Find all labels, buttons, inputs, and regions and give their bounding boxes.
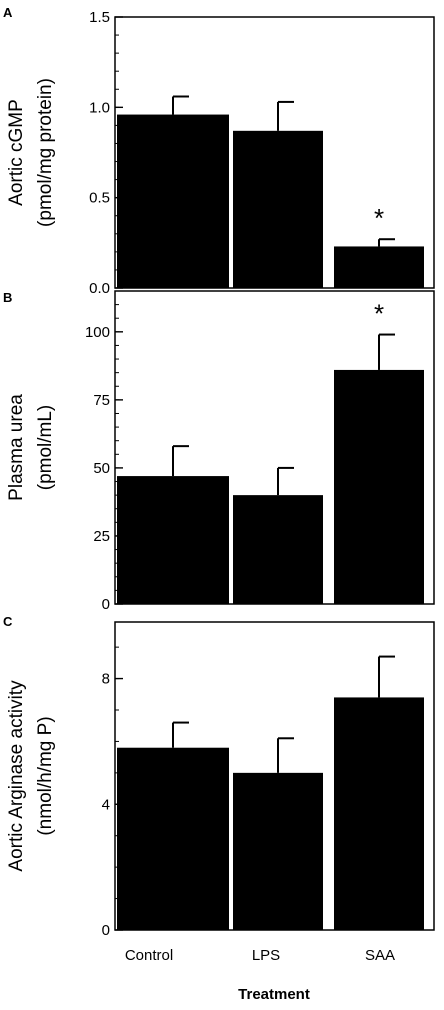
x-axis-label: Treatment (238, 986, 310, 1003)
x-tick-labels: Control LPS SAA (125, 947, 395, 964)
panels: 0.0 0.5 1.0 1.5 A Aortic cGMP (pmol/mg protein… (3, 5, 435, 939)
bar-control (117, 747, 229, 930)
panel-letter: B (3, 290, 12, 305)
x-tick-label: Control (125, 947, 173, 964)
panel-letter: C (3, 614, 13, 629)
y-tick-label: 1.5 (89, 9, 110, 26)
y-axis-label-line: Aortic Arginase activity (6, 680, 27, 872)
significance-marker: * (374, 299, 384, 329)
chart-panel-b: 0 25 50 75 100 B Plasma urea (pmol/mL) * (3, 290, 435, 613)
chart-panel-a: 0.0 0.5 1.0 1.5 A Aortic cGMP (pmol/mg protein… (3, 5, 435, 297)
y-tick-label: 50 (93, 460, 110, 477)
y-tick-label: 1.0 (89, 99, 110, 116)
bar-lps (233, 772, 323, 930)
bar-saa (334, 369, 424, 604)
y-axis-label-line: (pmol/mL) (35, 405, 56, 491)
bar-saa (334, 697, 424, 930)
chart-panel-c: 0 4 8 C Aortic Arginase activity (nmol/h/mg P… (3, 614, 435, 939)
panel-letter: A (3, 5, 13, 20)
y-tick-label: 100 (85, 324, 110, 341)
bar-saa (334, 246, 424, 288)
significance-marker: * (374, 203, 384, 233)
bar-control (117, 476, 229, 604)
y-axis-label-line: (nmol/h/mg P) (35, 716, 56, 835)
y-axis-label: Aortic Arginase activity (nmol/h/mg P) (6, 680, 56, 872)
y-axis-label-line: Plasma urea (6, 394, 27, 501)
x-tick-label: LPS (252, 947, 280, 964)
y-axis-label: Aortic cGMP (pmol/mg protein) (6, 78, 56, 227)
y-tick-label: 4 (102, 796, 110, 813)
y-tick-label: 25 (93, 528, 110, 545)
y-axis-label-line: (pmol/mg protein) (35, 78, 56, 227)
y-tick-label: 0 (102, 596, 110, 613)
y-tick-label: 8 (102, 671, 110, 688)
x-tick-label: SAA (365, 947, 395, 964)
bar-lps (233, 495, 323, 604)
bar-control (117, 114, 229, 288)
y-axis-label-line: Aortic cGMP (6, 99, 27, 206)
y-tick-label: 0.0 (89, 280, 110, 297)
y-tick-label: 0 (102, 922, 110, 939)
y-tick-label: 75 (93, 392, 110, 409)
y-tick-label: 0.5 (89, 190, 110, 207)
bar-lps (233, 130, 323, 288)
y-axis-label: Plasma urea (pmol/mL) (6, 394, 56, 501)
